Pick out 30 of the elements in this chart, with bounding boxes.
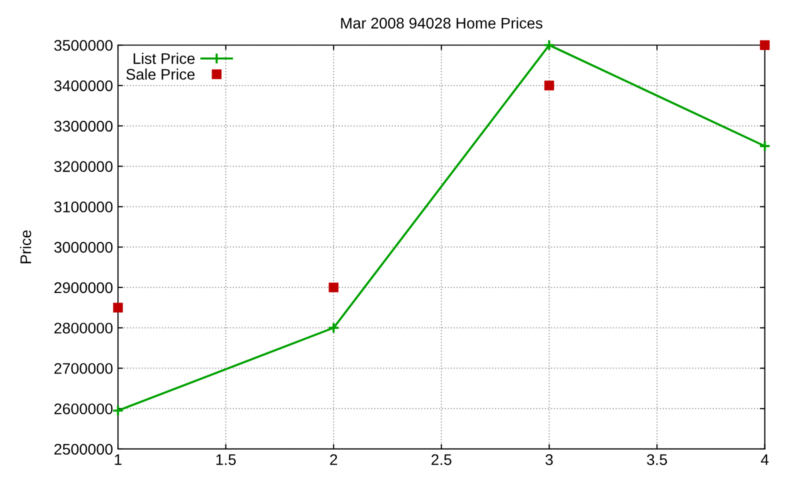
legend-label: Sale Price	[126, 68, 195, 80]
y-tick-label: 3100000	[54, 202, 113, 212]
point	[544, 80, 554, 90]
chart-title: Mar 2008 94028 Home Prices	[341, 17, 542, 29]
y-tick-label: 2600000	[54, 403, 113, 414]
point	[543, 39, 556, 52]
y-tick-label: 3200000	[54, 161, 113, 172]
y-tick-label: 2900000	[54, 282, 113, 294]
x-tick-label: 2.5	[432, 454, 452, 466]
point	[328, 282, 338, 292]
y-tick-label: 3400000	[54, 80, 113, 92]
y-axis-title: Price	[20, 230, 32, 264]
y-tick-label: 2500000	[54, 444, 113, 455]
point	[760, 40, 770, 50]
y-tick-label: 2700000	[54, 363, 113, 374]
x-tick-label: 1.5	[216, 454, 236, 466]
y-tick-label: 3300000	[54, 120, 113, 132]
y-tick-label: 3000000	[54, 242, 113, 253]
point	[112, 404, 124, 417]
point	[758, 140, 771, 152]
x-tick-label: 1	[114, 454, 122, 465]
y-tick-label: 2800000	[54, 322, 113, 334]
x-tick-label: 3.5	[646, 454, 667, 466]
x-tick-label: 2	[330, 454, 338, 465]
x-tick-label: 4	[760, 454, 769, 465]
x-tick-label: 3	[546, 454, 553, 466]
point	[328, 322, 340, 334]
y-tick-label: 3500000	[54, 40, 113, 51]
point	[113, 302, 123, 312]
legend-label: List Price	[134, 52, 195, 64]
